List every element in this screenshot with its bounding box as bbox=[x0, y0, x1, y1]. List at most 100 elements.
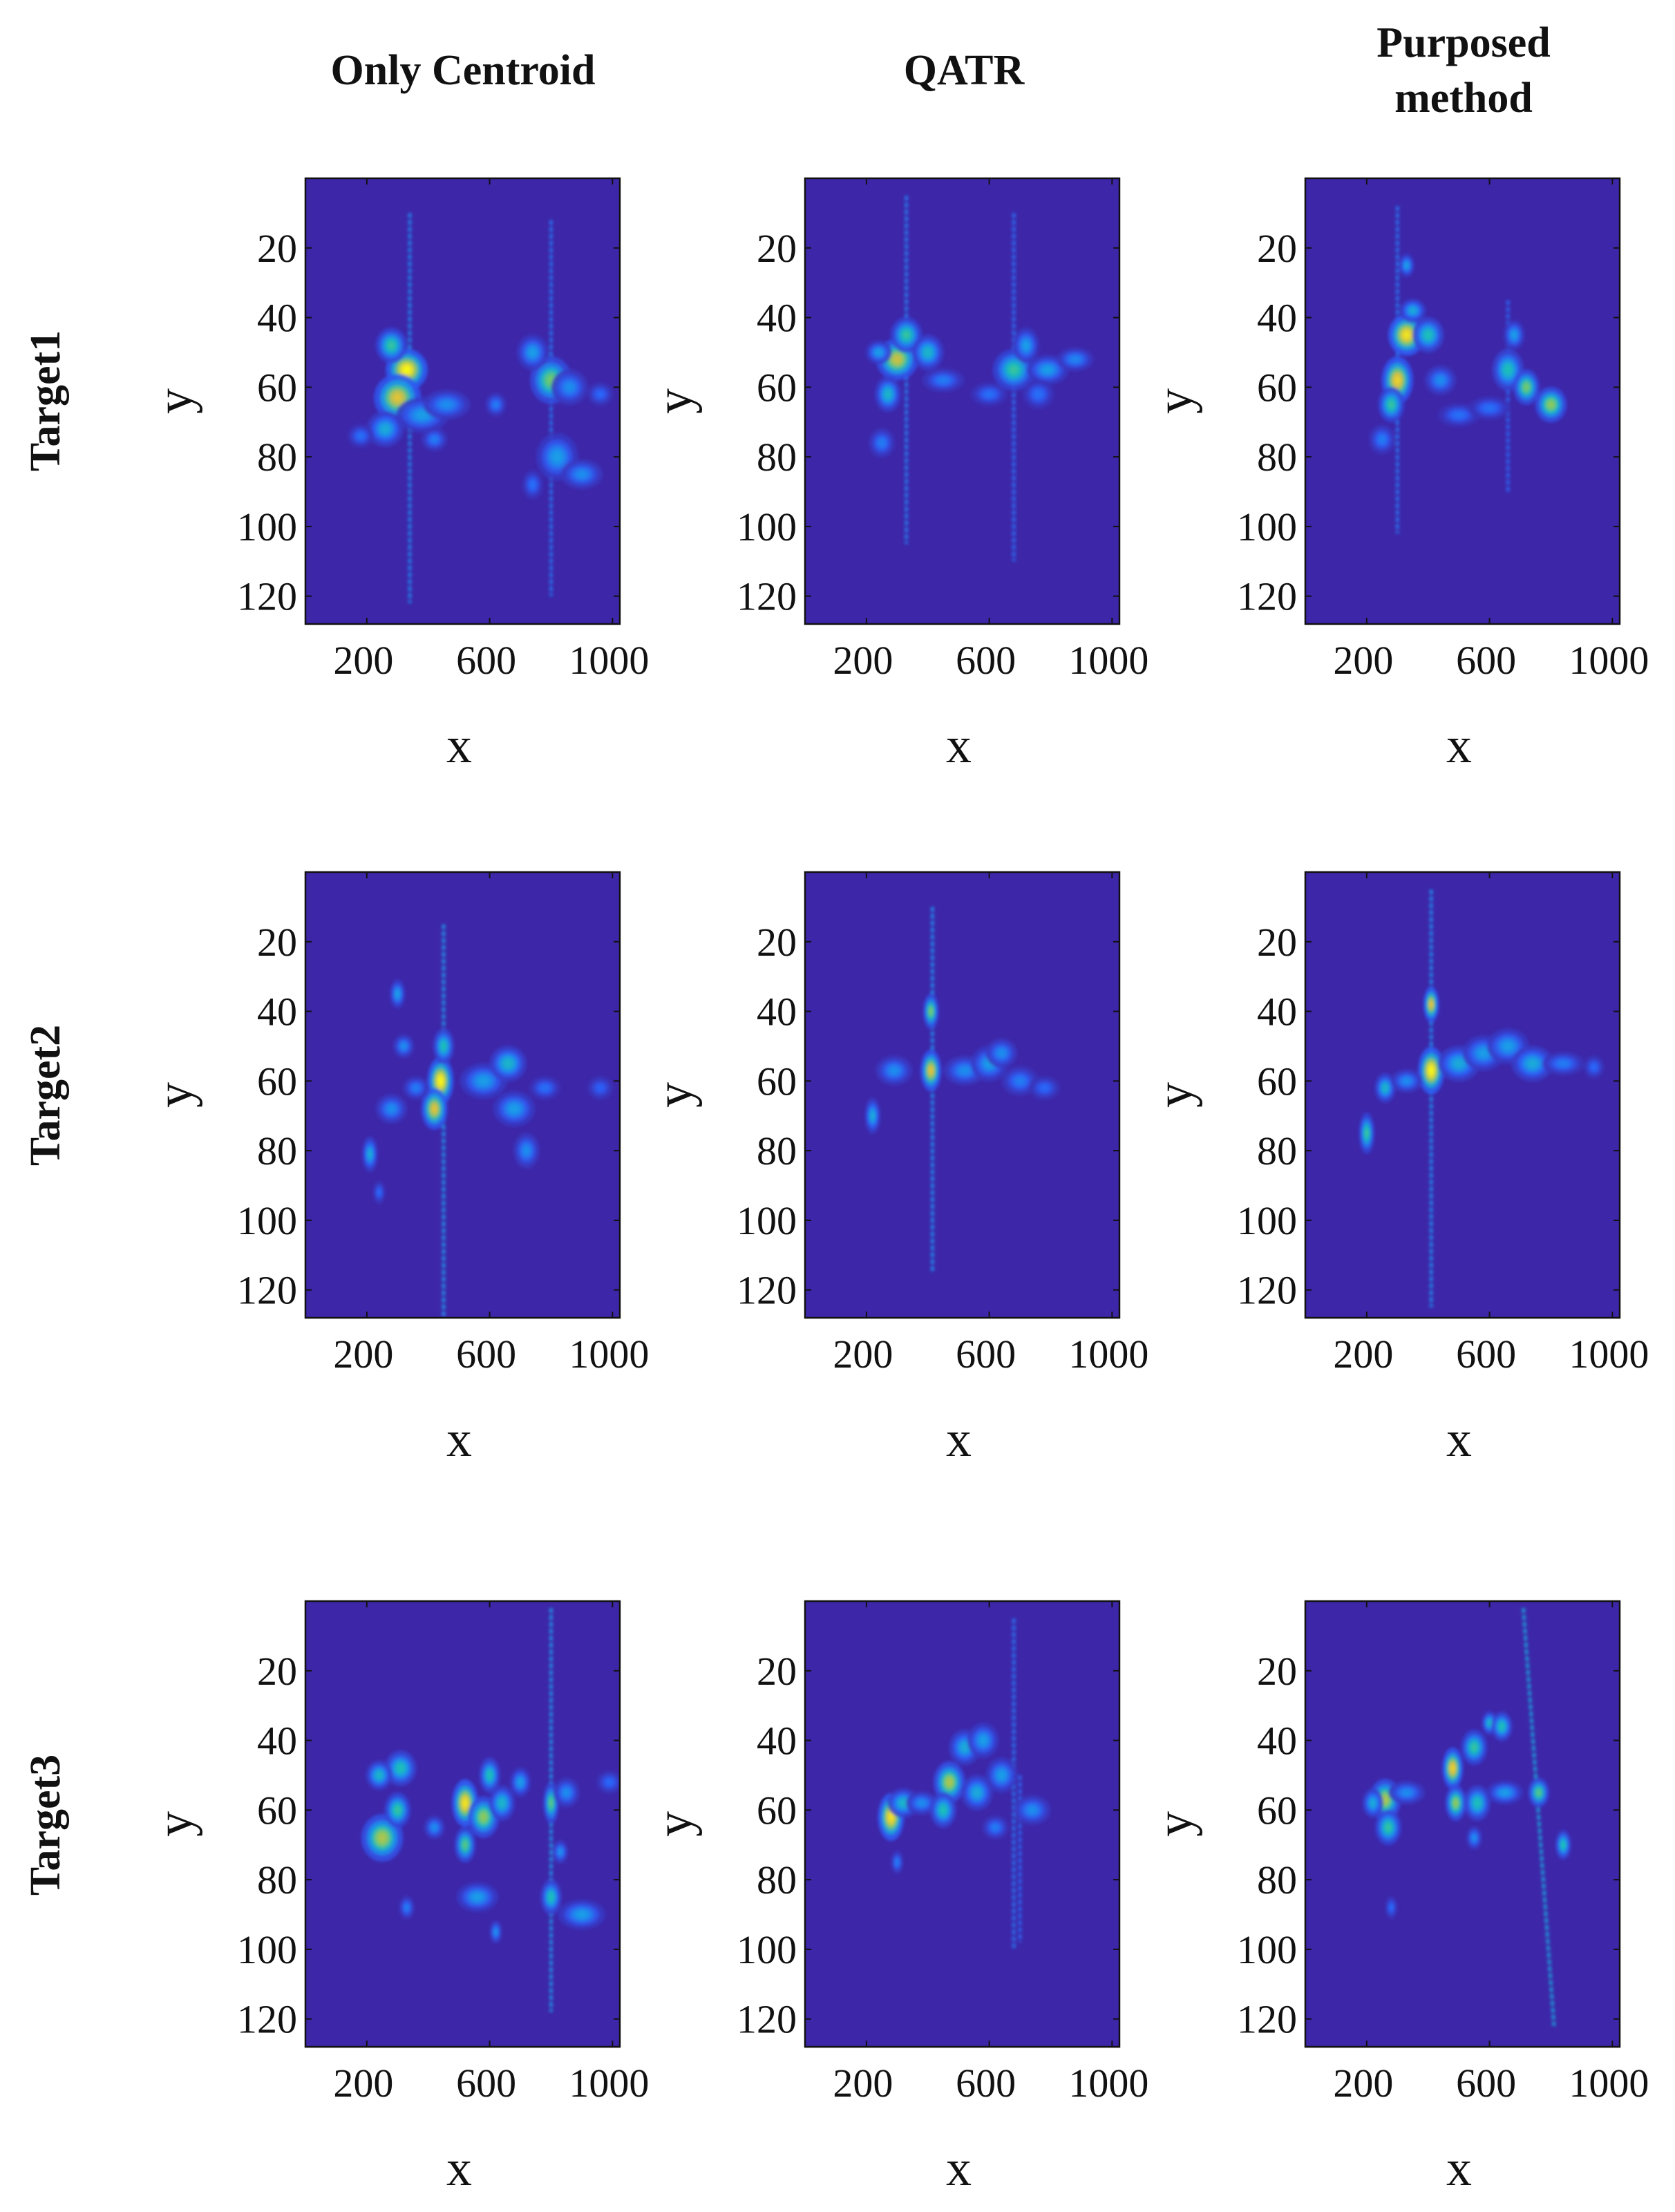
intensity-blob bbox=[1535, 386, 1567, 423]
ytick-label: 40 bbox=[1257, 1719, 1297, 1764]
intensity-blob bbox=[1468, 396, 1511, 420]
intensity-blob bbox=[864, 1098, 881, 1134]
intensity-blob bbox=[372, 1180, 386, 1204]
ytick-label: 20 bbox=[757, 226, 797, 271]
ytick-label: 40 bbox=[257, 1719, 297, 1764]
intensity-blob bbox=[587, 1076, 614, 1100]
ytick-label: 60 bbox=[757, 1788, 797, 1833]
xtick-label: 600 bbox=[456, 2061, 516, 2106]
xtick-label: 200 bbox=[333, 1332, 393, 1377]
heatmap-panel-target3-only-centroid: 20 40 60 80 100 120 200 600 1000 x y bbox=[146, 1600, 649, 2197]
intensity-blob bbox=[930, 1792, 956, 1828]
ytick-label: 40 bbox=[1257, 990, 1297, 1034]
x-axis-label: x bbox=[1446, 1411, 1472, 1468]
intensity-blob bbox=[375, 1094, 408, 1124]
intensity-blob bbox=[384, 1792, 411, 1828]
x-axis-label: x bbox=[946, 2140, 972, 2197]
heatmap-panel-target1-qatr: 20 40 60 80 100 120 200 600 1000 x y bbox=[646, 177, 1148, 774]
axes-frame bbox=[304, 871, 621, 1319]
heatmap-background bbox=[1305, 872, 1620, 1318]
ytick-label: 120 bbox=[1237, 1997, 1297, 2042]
intensity-blob bbox=[1583, 1055, 1605, 1079]
intensity-blob bbox=[403, 1076, 429, 1100]
heatmap-panel-target1-only-centroid: 20 40 60 80 100 120 200 600 1000 x y bbox=[146, 177, 649, 774]
intensity-blob bbox=[1555, 1830, 1571, 1860]
y-axis-label: y bbox=[1146, 388, 1203, 414]
ytick-label: 60 bbox=[257, 365, 297, 410]
intensity-blob bbox=[1385, 1896, 1398, 1920]
x-axis-label: x bbox=[446, 1411, 472, 1468]
intensity-blob bbox=[517, 334, 549, 370]
ytick-label: 100 bbox=[1237, 504, 1297, 549]
ytick-label: 60 bbox=[257, 1788, 297, 1833]
ytick-label: 80 bbox=[257, 1857, 297, 1902]
x-axis-label: x bbox=[1446, 2140, 1472, 2197]
intensity-blob bbox=[389, 979, 406, 1009]
ytick-label: 120 bbox=[237, 574, 297, 619]
axes-frame bbox=[304, 1600, 621, 2048]
y-axis-label: y bbox=[646, 1811, 703, 1837]
ytick-label: 120 bbox=[737, 574, 797, 619]
ytick-label: 20 bbox=[257, 1649, 297, 1694]
xtick-label: 600 bbox=[1456, 1332, 1516, 1377]
xtick-label: 200 bbox=[333, 638, 393, 683]
intensity-blob bbox=[456, 1882, 499, 1912]
intensity-blob bbox=[596, 1770, 620, 1795]
intensity-blob bbox=[971, 382, 1008, 406]
y-axis-label: y bbox=[146, 1082, 203, 1108]
x-axis-label: x bbox=[946, 717, 972, 774]
intensity-blob bbox=[1375, 1809, 1401, 1846]
ytick-label: 60 bbox=[1257, 365, 1297, 410]
ytick-label: 40 bbox=[757, 990, 797, 1034]
intensity-blob bbox=[906, 1791, 938, 1815]
ytick-label: 100 bbox=[237, 1927, 297, 1972]
intensity-blob bbox=[1423, 986, 1439, 1023]
column-title-only-centroid: Only Centroid bbox=[331, 47, 596, 94]
intensity-blob bbox=[1491, 1711, 1513, 1741]
xtick-label: 200 bbox=[833, 2061, 893, 2106]
xtick-label: 1000 bbox=[1068, 1332, 1148, 1377]
ytick-label: 40 bbox=[757, 296, 797, 341]
heatmap-background bbox=[805, 1601, 1119, 2047]
ytick-label: 100 bbox=[737, 1927, 797, 1972]
intensity-blob bbox=[393, 1034, 415, 1059]
ytick-label: 20 bbox=[757, 1649, 797, 1694]
intensity-blob bbox=[1388, 1781, 1426, 1805]
intensity-blob bbox=[1504, 320, 1525, 350]
x-axis-label: x bbox=[946, 1411, 972, 1468]
intensity-blob bbox=[1513, 369, 1540, 406]
intensity-blob bbox=[922, 993, 939, 1030]
xtick-label: 200 bbox=[1333, 2061, 1393, 2106]
ytick-label: 40 bbox=[1257, 296, 1297, 341]
xtick-label: 200 bbox=[833, 1332, 893, 1377]
xtick-label: 600 bbox=[956, 638, 1016, 683]
intensity-blob bbox=[421, 427, 448, 452]
xtick-label: 200 bbox=[833, 638, 893, 683]
axes-frame bbox=[804, 1600, 1121, 2048]
intensity-blob bbox=[1437, 1046, 1480, 1081]
ytick-label: 120 bbox=[1237, 1268, 1297, 1313]
intensity-blob bbox=[375, 328, 408, 363]
ytick-label: 120 bbox=[737, 1997, 797, 2042]
ytick-label: 40 bbox=[257, 296, 297, 341]
ytick-label: 20 bbox=[257, 226, 297, 271]
heatmap-background bbox=[305, 872, 620, 1318]
xtick-label: 1000 bbox=[1569, 638, 1649, 683]
intensity-blob bbox=[433, 1028, 455, 1064]
intensity-blob bbox=[1013, 328, 1039, 363]
y-axis-label: y bbox=[146, 1811, 203, 1837]
intensity-blob bbox=[361, 1136, 378, 1172]
intensity-blob bbox=[1023, 379, 1054, 409]
ytick-label: 80 bbox=[1257, 435, 1297, 480]
panels: 20 40 60 80 100 120 200 600 1000 x y 20 40 60 80 100 120… bbox=[146, 177, 1649, 2197]
intensity-blob bbox=[551, 369, 588, 406]
intensity-blob bbox=[985, 1757, 1018, 1793]
ytick-label: 20 bbox=[757, 920, 797, 965]
intensity-blob bbox=[348, 424, 374, 448]
ytick-label: 80 bbox=[757, 1128, 797, 1173]
axes-frame bbox=[304, 177, 621, 625]
column-title-qatr: QATR bbox=[904, 47, 1025, 94]
xtick-label: 600 bbox=[456, 638, 516, 683]
intensity-blob bbox=[920, 1050, 942, 1092]
axes-frame bbox=[804, 871, 1121, 1319]
